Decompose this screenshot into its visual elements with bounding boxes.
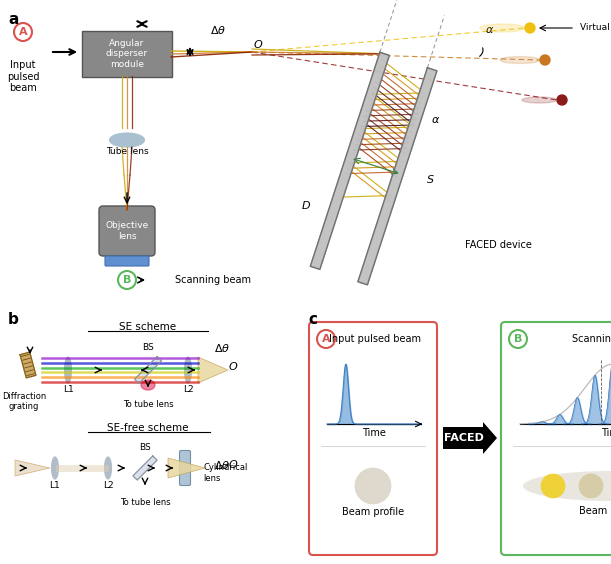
Text: To tube lens: To tube lens: [120, 498, 170, 507]
Text: $\Delta\theta$: $\Delta\theta$: [210, 24, 226, 36]
Text: Angular
disperser
module: Angular disperser module: [106, 39, 148, 69]
Polygon shape: [134, 356, 161, 384]
Circle shape: [540, 55, 550, 65]
Text: $\Delta\theta$: $\Delta\theta$: [214, 342, 230, 354]
FancyBboxPatch shape: [180, 451, 191, 486]
Text: Beam profile: Beam profile: [579, 506, 611, 516]
Circle shape: [579, 474, 603, 498]
Text: $\alpha$: $\alpha$: [485, 25, 494, 35]
Text: L1: L1: [49, 482, 60, 491]
Polygon shape: [168, 458, 205, 478]
FancyBboxPatch shape: [443, 427, 483, 449]
Text: $D$: $D$: [301, 199, 312, 211]
Ellipse shape: [480, 24, 525, 32]
Text: FACED: FACED: [444, 433, 484, 443]
Polygon shape: [483, 422, 497, 454]
Text: Input
pulsed
beam: Input pulsed beam: [7, 60, 39, 93]
Circle shape: [525, 23, 535, 33]
Text: BS: BS: [139, 443, 151, 452]
Text: Cylindrical
lens: Cylindrical lens: [203, 463, 247, 483]
Text: Beam profile: Beam profile: [342, 507, 404, 517]
FancyBboxPatch shape: [105, 256, 149, 266]
Ellipse shape: [141, 380, 155, 390]
Polygon shape: [133, 456, 157, 480]
Ellipse shape: [500, 56, 540, 64]
Polygon shape: [358, 68, 437, 285]
Text: L1: L1: [62, 386, 73, 394]
Text: Input pulsed beam: Input pulsed beam: [329, 334, 421, 344]
Text: B: B: [514, 334, 522, 344]
FancyBboxPatch shape: [501, 322, 611, 555]
FancyBboxPatch shape: [99, 206, 155, 256]
Ellipse shape: [522, 97, 557, 103]
Text: $\Delta\theta$: $\Delta\theta$: [214, 459, 230, 471]
Text: Virtual sources: Virtual sources: [580, 24, 611, 33]
Circle shape: [557, 95, 567, 105]
Text: FACED device: FACED device: [465, 240, 532, 250]
Text: Diffraction
grating: Diffraction grating: [2, 392, 46, 411]
Text: Time: Time: [601, 428, 611, 438]
Text: $\alpha$: $\alpha$: [431, 115, 441, 125]
Text: L2: L2: [183, 386, 193, 394]
Text: B: B: [123, 275, 131, 285]
Text: To tube lens: To tube lens: [123, 400, 174, 409]
Text: BS: BS: [142, 343, 154, 352]
Text: A: A: [321, 334, 331, 344]
Ellipse shape: [51, 457, 59, 479]
Text: $O$: $O$: [228, 458, 238, 470]
Ellipse shape: [104, 457, 111, 479]
Text: $O$: $O$: [228, 360, 238, 372]
Polygon shape: [198, 357, 228, 383]
Text: A: A: [19, 27, 27, 37]
FancyBboxPatch shape: [82, 31, 172, 77]
Text: $O$: $O$: [253, 38, 263, 50]
Ellipse shape: [109, 133, 144, 147]
Text: Time: Time: [362, 428, 386, 438]
Text: L2: L2: [103, 482, 113, 491]
Text: SE-free scheme: SE-free scheme: [108, 423, 189, 433]
Ellipse shape: [65, 357, 71, 383]
Circle shape: [355, 468, 391, 504]
Text: Tube lens: Tube lens: [106, 148, 148, 156]
Polygon shape: [310, 52, 389, 270]
Ellipse shape: [185, 357, 191, 383]
Text: a: a: [8, 12, 18, 27]
Polygon shape: [15, 460, 50, 476]
FancyBboxPatch shape: [309, 322, 437, 555]
Text: Objective
lens: Objective lens: [105, 221, 148, 241]
Circle shape: [541, 474, 565, 498]
Text: SE scheme: SE scheme: [119, 322, 177, 332]
Text: b: b: [8, 312, 19, 327]
Polygon shape: [20, 352, 36, 378]
Text: $S$: $S$: [426, 173, 435, 185]
Text: Scanning beam: Scanning beam: [572, 334, 611, 344]
Text: Scanning beam: Scanning beam: [175, 275, 251, 285]
Text: c: c: [308, 312, 317, 327]
Ellipse shape: [523, 471, 611, 501]
